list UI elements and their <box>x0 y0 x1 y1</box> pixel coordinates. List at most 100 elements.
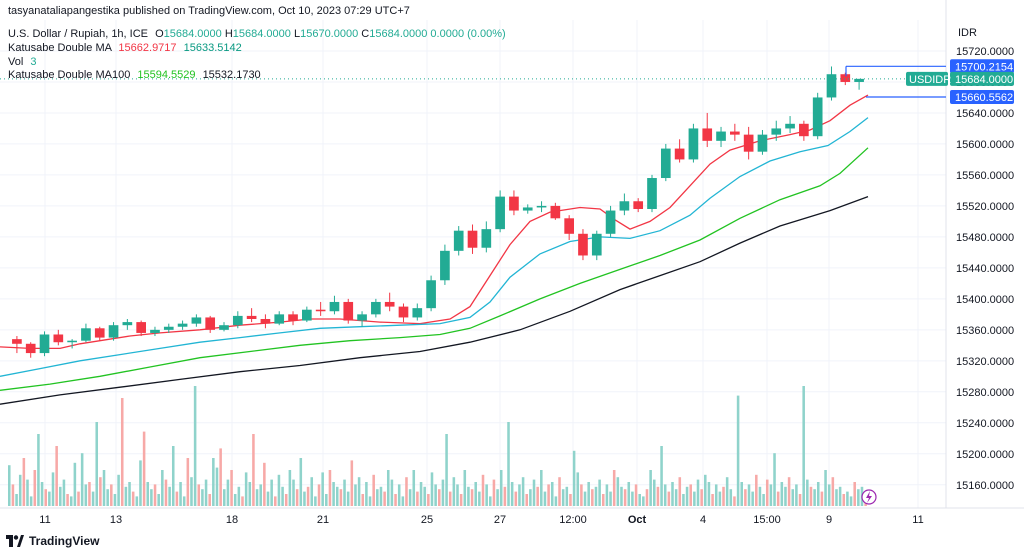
volume-bar <box>769 484 773 506</box>
volume-bar <box>248 482 252 506</box>
volume-bar <box>441 479 445 506</box>
volume-bar <box>175 491 179 506</box>
candle-body <box>53 334 64 343</box>
volume-bar <box>117 474 120 506</box>
volume-bar <box>831 477 835 506</box>
volume-bar <box>470 489 474 506</box>
volume-bar <box>317 484 321 506</box>
volume-bar <box>846 491 849 506</box>
volume-bar <box>259 484 262 506</box>
candle-body <box>371 301 381 315</box>
candle-body <box>25 343 36 354</box>
volume-bar <box>29 496 33 506</box>
low-value: 15670.0000 <box>300 28 359 40</box>
volume-bar <box>252 434 255 506</box>
price-tick-label: 15200.0000 <box>956 449 1014 461</box>
volume-bar <box>594 486 598 506</box>
volume-bar <box>755 474 758 506</box>
volume-bar <box>321 472 324 506</box>
price-tag-text: 15684.0000 <box>955 74 1013 86</box>
candle-body <box>702 128 713 141</box>
volume-bar <box>725 477 729 506</box>
volume-bar <box>558 477 561 506</box>
volume-bar <box>489 496 492 506</box>
volume-bar <box>685 486 689 506</box>
volume-bar <box>842 494 846 506</box>
volume-bar <box>620 486 623 506</box>
volume-bar <box>401 496 405 506</box>
candle-body <box>260 318 271 324</box>
candle-body <box>329 301 340 312</box>
candle-body <box>315 309 326 312</box>
tradingview-brand[interactable]: TradingView <box>6 534 99 548</box>
flash-bolt-icon <box>866 491 872 503</box>
volume-bar <box>102 470 106 506</box>
candle-body <box>812 97 823 137</box>
ma2-legend[interactable]: Katusabe Double MA100 15594.5529 15532.1… <box>8 68 261 82</box>
volume-bar <box>204 479 208 506</box>
volume-bar <box>711 494 714 506</box>
volume-legend[interactable]: Vol 3 <box>8 55 36 69</box>
volume-bar <box>853 482 856 506</box>
volume-bar <box>707 482 711 506</box>
volume-bar <box>660 446 663 506</box>
ma1-legend[interactable]: Katusabe Double MA 15662.9717 15633.5142 <box>8 41 242 55</box>
volume-bar <box>223 489 226 506</box>
volume-bar <box>390 479 394 506</box>
volume-bar <box>346 491 350 506</box>
volume-bar <box>161 470 164 506</box>
volume-bar <box>84 484 88 506</box>
candle-body <box>136 322 146 333</box>
volume-bar <box>561 489 565 506</box>
symbol-tag-box <box>906 71 948 86</box>
publisher-line: tasyanataliapangestika published on Trad… <box>8 5 410 17</box>
volume-bar <box>827 484 831 506</box>
symbol-name: U.S. Dollar / Rupiah, 1h, ICE <box>8 28 149 40</box>
brand-name: TradingView <box>29 534 100 548</box>
volume-bar <box>463 470 467 506</box>
volume-bar <box>540 470 543 506</box>
close-value: 15684.0000 <box>369 28 428 40</box>
volume-bar <box>532 479 536 506</box>
volume-bar <box>521 477 525 506</box>
time-tick-label: 11 <box>39 514 50 526</box>
time-tick-label: 18 <box>226 514 238 526</box>
volume-bar <box>288 470 292 506</box>
tradingview-logo-icon <box>6 535 24 547</box>
volume-bar <box>430 472 434 506</box>
volume-bar <box>284 494 288 506</box>
candle-body <box>771 128 782 135</box>
candle-body <box>94 328 105 338</box>
candle-body <box>840 74 851 82</box>
volume-bar <box>190 477 193 506</box>
volume-bar <box>314 496 317 506</box>
ma-line-ma-medium <box>0 117 869 377</box>
volume-bar <box>244 472 248 506</box>
volume-bar <box>849 496 853 506</box>
price-tag-box <box>950 59 1014 74</box>
volume-bar <box>339 489 343 506</box>
candle-body <box>426 280 436 309</box>
volume-bar <box>492 479 496 506</box>
volume-bar <box>806 479 809 506</box>
volume-bar <box>565 486 569 506</box>
candle-body <box>177 323 188 327</box>
close-label: C <box>361 28 370 40</box>
volume-bar <box>762 494 765 506</box>
volume-bar <box>514 491 518 506</box>
volume-bar <box>368 496 372 506</box>
volume-bar <box>478 491 481 506</box>
volume-bar <box>208 494 211 506</box>
candle-body <box>302 309 312 321</box>
volume-bar <box>150 489 153 506</box>
ma-line-ma-slow <box>0 195 869 405</box>
candle-body <box>688 128 699 160</box>
candle-body <box>67 340 77 343</box>
volume-bar <box>405 477 408 506</box>
volume-bar <box>445 434 448 506</box>
volume-bar <box>645 489 649 506</box>
candle-body <box>163 326 174 330</box>
volume-bar <box>507 422 510 506</box>
volume-bar <box>569 494 572 506</box>
